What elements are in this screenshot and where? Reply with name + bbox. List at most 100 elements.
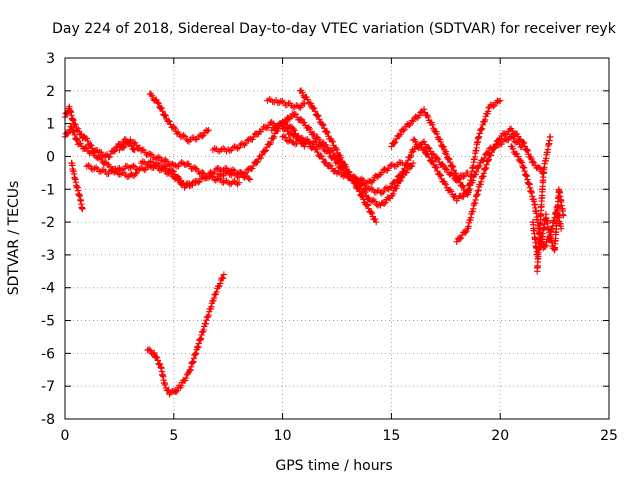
data-point [310, 104, 317, 111]
data-point [408, 162, 416, 170]
x-tick-label: 0 [61, 428, 70, 444]
data-point [442, 164, 449, 172]
data-point [246, 176, 254, 183]
data-point [98, 155, 105, 163]
data-point [460, 183, 467, 191]
data-point [127, 136, 134, 143]
data-point [547, 133, 554, 140]
data-point [370, 177, 377, 184]
data-point [119, 144, 127, 151]
data-point [271, 133, 278, 140]
data-point [213, 288, 220, 296]
data-point [71, 131, 78, 139]
data-point [528, 155, 535, 163]
data-point [440, 143, 447, 151]
data-point [326, 162, 333, 169]
data-point [84, 137, 91, 145]
data-point [475, 134, 482, 141]
data-point [139, 158, 146, 165]
data-point [203, 174, 210, 181]
data-point [475, 133, 483, 140]
data-point [200, 132, 207, 139]
data-point [242, 139, 250, 147]
data-point [279, 133, 286, 140]
data-point [461, 172, 469, 179]
data-point [363, 201, 371, 208]
data-point [282, 134, 289, 141]
data-point [347, 174, 354, 181]
data-point [70, 127, 77, 135]
data-point [523, 146, 531, 153]
data-point [412, 138, 419, 145]
data-point [225, 146, 232, 153]
data-point [262, 147, 269, 154]
data-point [169, 167, 176, 174]
data-point [322, 159, 330, 167]
data-point [488, 149, 496, 156]
data-point [157, 104, 165, 111]
data-point [167, 166, 175, 174]
data-point [72, 121, 79, 128]
data-point [535, 163, 543, 171]
axis-ticks: 0 5 10 15 20 25 -8 -7 -6 -5 -4 -3 -2 -1 0 1 2 3 [41, 51, 618, 444]
data-point [384, 185, 391, 192]
data-point [370, 196, 377, 204]
data-point [389, 190, 397, 197]
y-tick-label: 2 [46, 84, 55, 100]
data-point [159, 108, 166, 115]
data-point [355, 181, 362, 188]
data-point [65, 129, 72, 136]
data-point [333, 170, 341, 177]
data-point [372, 218, 380, 226]
data-point [310, 130, 318, 138]
data-point [366, 185, 373, 193]
x-tick-label: 25 [600, 428, 618, 444]
data-point [191, 164, 198, 171]
data-point [301, 119, 308, 126]
data-point [452, 170, 460, 177]
data-point [509, 145, 517, 152]
data-point [290, 125, 297, 133]
data-point [70, 128, 78, 136]
data-point [478, 125, 486, 132]
grid-lines [65, 58, 609, 419]
data-point [423, 150, 431, 157]
data-point [318, 143, 326, 150]
data-point [158, 105, 165, 112]
data-point [186, 180, 193, 187]
data-point [318, 152, 325, 160]
y-tick-label: 3 [46, 51, 55, 67]
y-tick-label: -3 [41, 248, 55, 264]
data-point [290, 139, 297, 147]
data-point [114, 165, 122, 172]
data-point [520, 139, 528, 147]
data-point [89, 148, 96, 155]
data-point [280, 132, 288, 140]
y-tick-label: 0 [46, 149, 55, 165]
data-points [61, 87, 567, 398]
data-point [239, 141, 247, 148]
data-point [90, 149, 97, 157]
data-point [172, 162, 179, 169]
data-point [319, 120, 326, 128]
data-point [170, 168, 177, 175]
data-point [495, 98, 503, 105]
data-point [332, 167, 339, 174]
series-arc-7 [146, 90, 212, 145]
data-point [154, 357, 162, 364]
data-point [372, 215, 379, 223]
data-point [204, 127, 211, 135]
data-point [391, 140, 398, 147]
data-point [437, 138, 444, 146]
data-point [334, 160, 342, 168]
data-point [416, 112, 423, 119]
data-point [497, 97, 504, 104]
data-point [304, 96, 311, 103]
data-point [317, 141, 324, 149]
series-arc-6 [137, 158, 254, 191]
data-point [253, 159, 260, 166]
data-point [530, 159, 538, 166]
data-point [235, 179, 243, 186]
data-point [515, 133, 522, 140]
data-point [380, 200, 388, 207]
